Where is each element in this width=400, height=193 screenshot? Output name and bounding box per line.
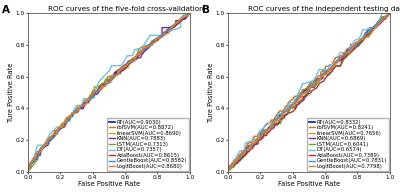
Y-axis label: Ture Positive Rate: Ture Positive Rate bbox=[8, 63, 14, 122]
Legend: RF(AUC=0.8332), rbfSVM(AUC=0.8241), linearSVM(AUC=0.7656), KNN(AUC=0.6869), LSTM: RF(AUC=0.8332), rbfSVM(AUC=0.8241), line… bbox=[307, 118, 389, 171]
Text: ROC curves of the independent testing dataset: ROC curves of the independent testing da… bbox=[248, 6, 400, 12]
Text: ROC curves of the five-fold cross-validation: ROC curves of the five-fold cross-valida… bbox=[48, 6, 203, 12]
Text: B: B bbox=[202, 5, 210, 15]
Text: A: A bbox=[2, 5, 10, 15]
X-axis label: False Positive Rate: False Positive Rate bbox=[278, 181, 340, 187]
Legend: RF(AUC=0.9030), rbfSVM(AUC=0.8872), linearSVM(AUC=0.8690), KNN(AUC=0.7883), LSTM: RF(AUC=0.9030), rbfSVM(AUC=0.8872), line… bbox=[107, 118, 189, 171]
X-axis label: False Positive Rate: False Positive Rate bbox=[78, 181, 140, 187]
Y-axis label: Ture Positive Rate: Ture Positive Rate bbox=[208, 63, 214, 122]
